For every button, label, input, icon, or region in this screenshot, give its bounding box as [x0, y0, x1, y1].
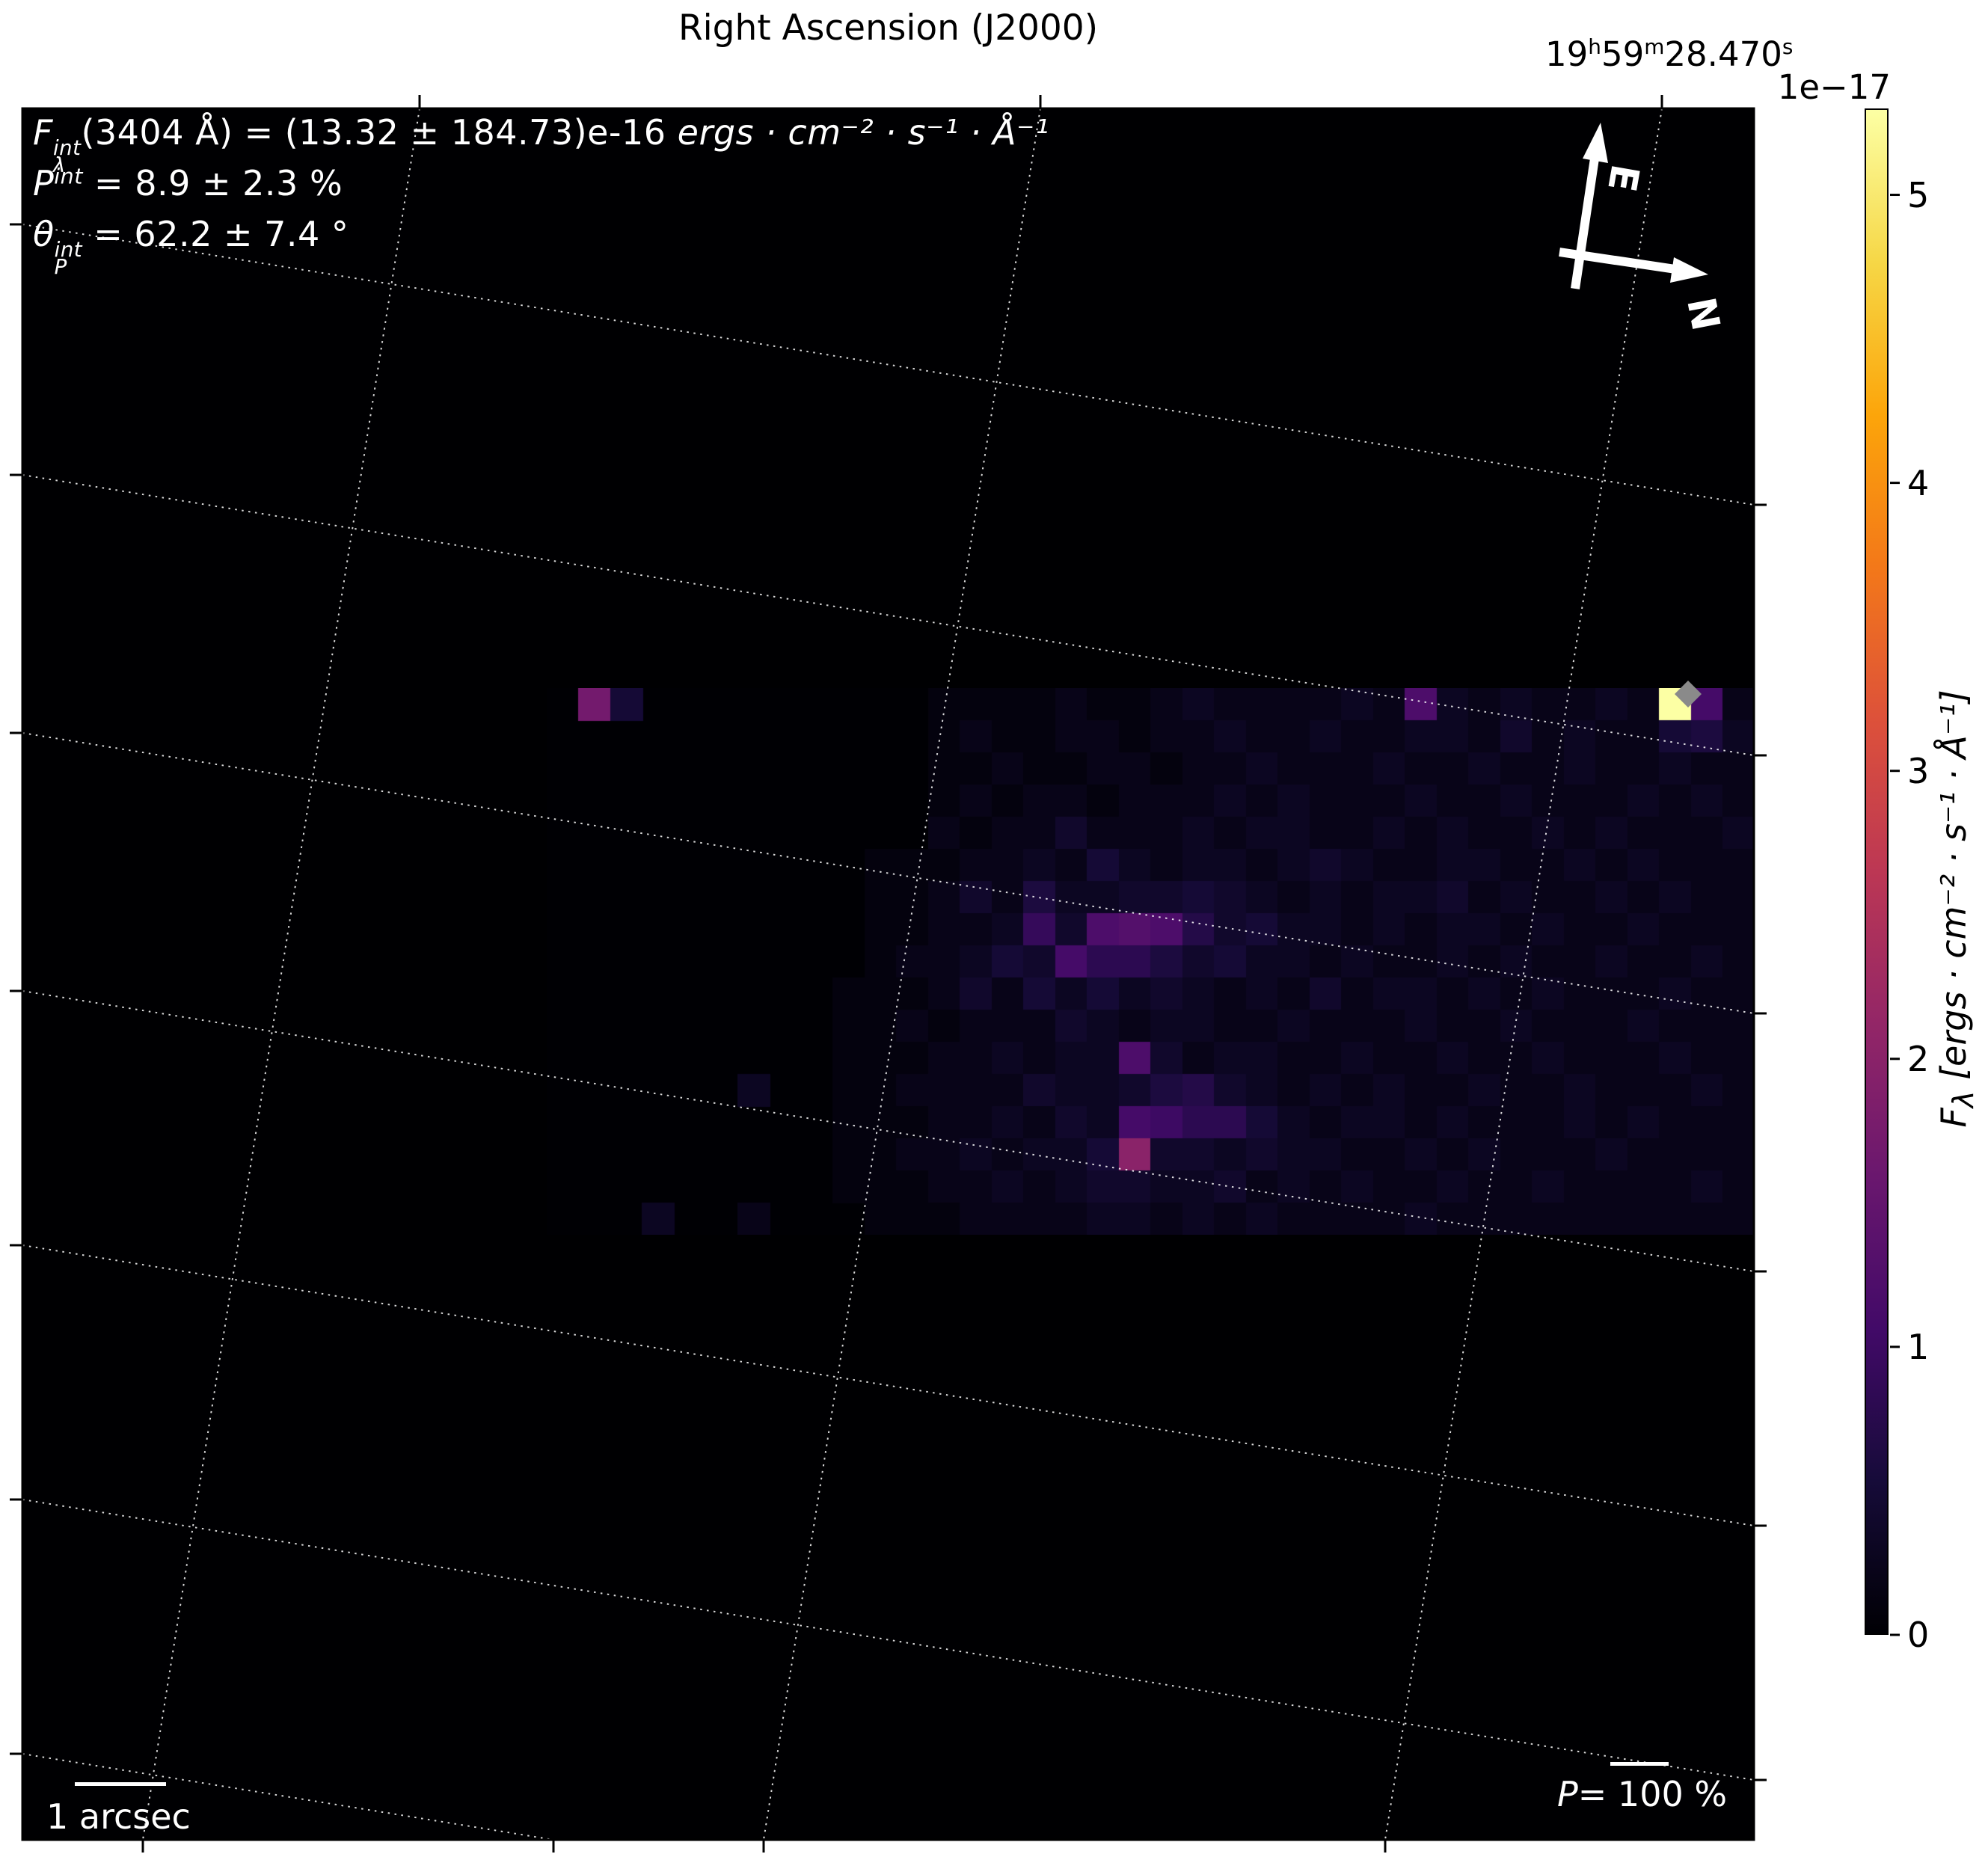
annotation-polarization: Pint = 8.9 ± 2.3 % [33, 163, 343, 203]
theta-symbol: θ [33, 214, 55, 254]
colorbar-tick-label: 1 [1907, 1326, 1930, 1367]
polarization-scalebar-label: P= 100 % [1557, 1774, 1727, 1814]
ra-seconds: 28.470 [1664, 34, 1782, 74]
colorbar-axis-label: Fλ [ergs · cm⁻² · s⁻¹ · Å⁻¹] [1930, 385, 1981, 1432]
ra-minutes: 59 [1601, 34, 1645, 74]
theta-value: = 62.2 ± 7.4 ° [82, 214, 349, 254]
polbar-equals: = [1577, 1774, 1618, 1814]
colorbar-ticks [1890, 194, 1900, 1636]
axis-title-right-ascension: Right Ascension (J2000) [678, 7, 1099, 49]
arcsec-scalebar-label: 1 arcsec [46, 1796, 191, 1837]
colorbar-offset-label: 1e−17 [1777, 67, 1891, 107]
colorbar-tick-label: 2 [1907, 1038, 1930, 1079]
theta-superscript: int [54, 236, 83, 262]
polbar-suffix: % [1683, 1774, 1728, 1814]
arcsec-scalebar-line [75, 1782, 166, 1786]
colorbar-tick-label: 3 [1907, 750, 1930, 791]
ra-minutes-unit: m [1644, 34, 1665, 59]
colorbar-label-subscript: λ [1947, 1090, 1981, 1108]
ra-seconds-unit: s [1782, 34, 1794, 59]
pol-symbol: P [33, 163, 55, 203]
colorbar-label-symbol: F [1933, 1108, 1974, 1128]
colorbar-tick-label: 5 [1907, 174, 1930, 215]
colorbar-tick-label: 4 [1907, 462, 1930, 503]
pol-superscript: int [54, 164, 83, 189]
flux-value: (3404 Å) = (13.32 ± 184.73)e-16 [81, 112, 678, 153]
annotation-polarization-angle: θ int P = 62.2 ± 7.4 ° [33, 214, 349, 280]
theta-subscript: P [54, 254, 67, 280]
ra-hours: 19 [1545, 34, 1589, 74]
colorbar [1865, 108, 1889, 1635]
colorbar-label-units: [ergs · cm⁻² · s⁻¹ · Å⁻¹] [1933, 690, 1974, 1091]
ra-tick-label: 19h59m28.470s [1545, 34, 1793, 74]
flux-symbol: F [33, 112, 53, 153]
polarization-scalebar-line [1610, 1762, 1669, 1766]
flux-heatmap [547, 688, 1754, 1235]
plot-area [22, 108, 1754, 1840]
pol-value: = 8.9 ± 2.3 % [82, 163, 343, 203]
flux-units: ergs · cm⁻² · s⁻¹ · Å⁻¹ [677, 112, 1049, 153]
flux-subscript: λ [52, 153, 66, 178]
flux-superscript: int [52, 135, 82, 160]
polbar-value: 100 [1617, 1774, 1684, 1814]
ra-hours-unit: h [1588, 34, 1601, 59]
polbar-symbol: P [1557, 1774, 1578, 1814]
colorbar-tick-label: 0 [1907, 1615, 1930, 1655]
